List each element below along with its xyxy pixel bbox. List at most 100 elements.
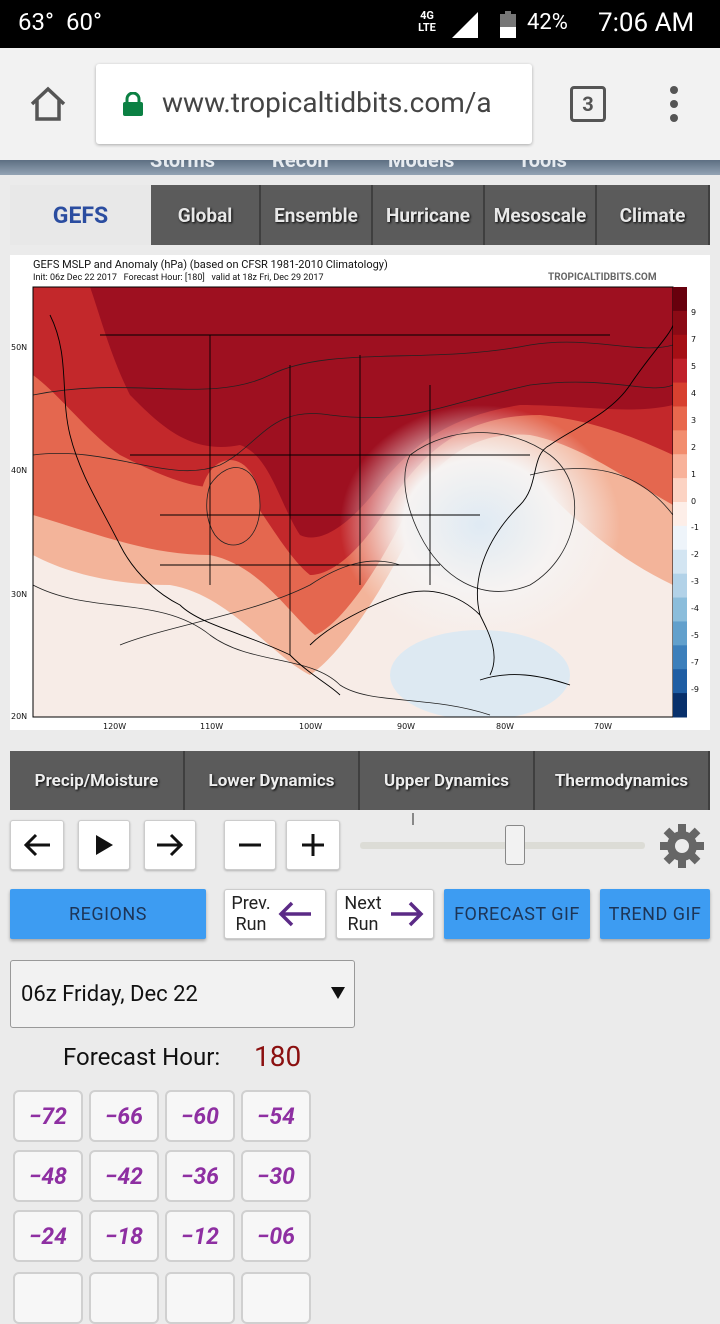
slider-track[interactable]: [360, 842, 645, 849]
colorbar-label: 5: [691, 361, 697, 371]
selected-run: 06z Friday, Dec 22: [21, 981, 198, 1007]
hour-button[interactable]: −66: [89, 1090, 159, 1142]
play-button[interactable]: [78, 820, 130, 870]
hour-button[interactable]: −18: [89, 1210, 159, 1262]
colorbar-band: [673, 358, 687, 384]
colorbar-label: 3: [691, 415, 697, 425]
colorbar-label: -5: [691, 631, 699, 641]
battery: 42%: [527, 10, 568, 35]
colorbar-band: [673, 382, 687, 407]
lon-label: 80W: [496, 722, 515, 731]
colorbar-label: -1: [691, 523, 699, 533]
label: Next Run: [344, 893, 382, 935]
colorbar-label: -3: [691, 577, 699, 587]
step-back-button[interactable]: [10, 820, 64, 870]
status-bar: 63° 60° 4G LTE 42% 7:06 AM: [0, 0, 720, 48]
colorbar-band: [673, 549, 687, 575]
active-model-tab[interactable]: GEFS: [10, 185, 151, 245]
site-nav: Storms Recon Models Tools: [0, 160, 720, 175]
colorbar-band: [673, 406, 687, 431]
model-tab[interactable]: Hurricane: [373, 185, 485, 245]
category-tab[interactable]: Thermodynamics: [535, 751, 710, 810]
home-button[interactable]: [28, 84, 68, 124]
url-box[interactable]: www.tropicaltidbits.com/a: [96, 64, 532, 144]
lat-label: 30N: [11, 590, 28, 599]
browser-bar: www.tropicaltidbits.com/a 3: [0, 48, 720, 160]
tab-count[interactable]: 3: [570, 86, 606, 122]
lat-label: 20N: [11, 712, 28, 721]
temp: 60°: [66, 8, 102, 36]
colorbar-label: 7: [691, 334, 697, 344]
forecast-hour-label: Forecast Hour:: [63, 1043, 221, 1071]
colorbar-band: [673, 669, 687, 694]
trend-gif-button[interactable]: TREND GIF: [600, 889, 710, 939]
lon-label: 70W: [594, 722, 613, 731]
map-subtitle: Init: 06z Dec 22 2017 Forecast Hour: [18…: [33, 273, 324, 283]
nav-link[interactable]: Models: [388, 160, 455, 172]
map-plot: [32, 286, 687, 718]
forecast-gif-button[interactable]: FORECAST GIF: [444, 889, 590, 939]
hour-button[interactable]: −72: [13, 1090, 83, 1142]
hour-button[interactable]: −42: [89, 1150, 159, 1202]
nav-link[interactable]: Recon: [272, 160, 329, 172]
map-image: GEFS MSLP and Anomaly (hPa) (based on CF…: [10, 255, 710, 731]
colorbar-band: [673, 310, 687, 336]
model-tab[interactable]: Climate: [597, 185, 710, 245]
hour-button[interactable]: −54: [241, 1090, 311, 1142]
colorbar-band: [673, 597, 687, 622]
settings-button[interactable]: [658, 822, 706, 870]
colorbar-band: [673, 478, 687, 503]
colorbar-label: 0: [691, 496, 697, 506]
menu-button[interactable]: [666, 86, 682, 122]
hour-button[interactable]: −36: [165, 1150, 235, 1202]
arrow: [391, 901, 424, 927]
nav-link[interactable]: Storms: [150, 160, 216, 172]
run-select[interactable]: 06z Friday, Dec 22: [10, 960, 355, 1028]
category-tab[interactable]: Upper Dynamics: [360, 751, 535, 810]
watermark: TROPICALTIDBITS.COM: [548, 272, 657, 283]
colorbar-band: [673, 693, 687, 718]
lon-label: 120W: [103, 722, 127, 731]
model-tab[interactable]: Ensemble: [261, 185, 373, 245]
slider-tick: [412, 813, 414, 825]
category-tab[interactable]: Lower Dynamics: [185, 751, 360, 810]
signal-icons: [452, 11, 516, 38]
slider-thumb[interactable]: [505, 825, 525, 865]
colorbar-band: [673, 525, 687, 551]
regions-button[interactable]: REGIONS: [10, 889, 206, 939]
hour-button[interactable]: −06: [241, 1210, 311, 1262]
colorbar-label: 2: [691, 442, 697, 452]
map-title: GEFS MSLP and Anomaly (hPa) (based on CF…: [33, 258, 388, 271]
zoom-in-button[interactable]: [286, 820, 340, 870]
lat-label: 40N: [11, 466, 28, 475]
prev-run-button[interactable]: Prev. Run: [224, 889, 326, 939]
nav-link[interactable]: Tools: [518, 160, 567, 172]
colorbar-label: -9: [691, 685, 699, 694]
hour-button[interactable]: −12: [165, 1210, 235, 1262]
hour-button[interactable]: −30: [241, 1150, 311, 1202]
lat-label: 50N: [11, 343, 28, 352]
lon-label: 100W: [299, 722, 323, 731]
arrow: [278, 901, 311, 927]
lon-label: 110W: [200, 722, 224, 731]
model-tab[interactable]: Global: [151, 185, 261, 245]
hour-button[interactable]: −24: [13, 1210, 83, 1262]
colorbar-band: [673, 430, 687, 455]
step-forward-button[interactable]: [144, 820, 196, 870]
hour-button[interactable]: −48: [13, 1150, 83, 1202]
colorbar-band: [673, 573, 687, 599]
colorbar-label: 1: [691, 469, 697, 479]
network: 4G LTE: [418, 9, 436, 34]
colorbar-band: [673, 454, 687, 479]
url: www.tropicaltidbits.com/a: [162, 86, 492, 119]
colorbar-label: -7: [691, 658, 699, 668]
time: 7:06 AM: [598, 8, 695, 38]
category-tab[interactable]: Precip/Moisture: [10, 751, 185, 810]
zoom-out-button[interactable]: [224, 820, 276, 870]
colorbar-band: [673, 621, 687, 646]
next-run-button[interactable]: Next Run: [336, 889, 434, 939]
colorbar-band: [673, 645, 687, 670]
model-tab[interactable]: Mesoscale: [485, 185, 597, 245]
hour-button[interactable]: −60: [165, 1090, 235, 1142]
